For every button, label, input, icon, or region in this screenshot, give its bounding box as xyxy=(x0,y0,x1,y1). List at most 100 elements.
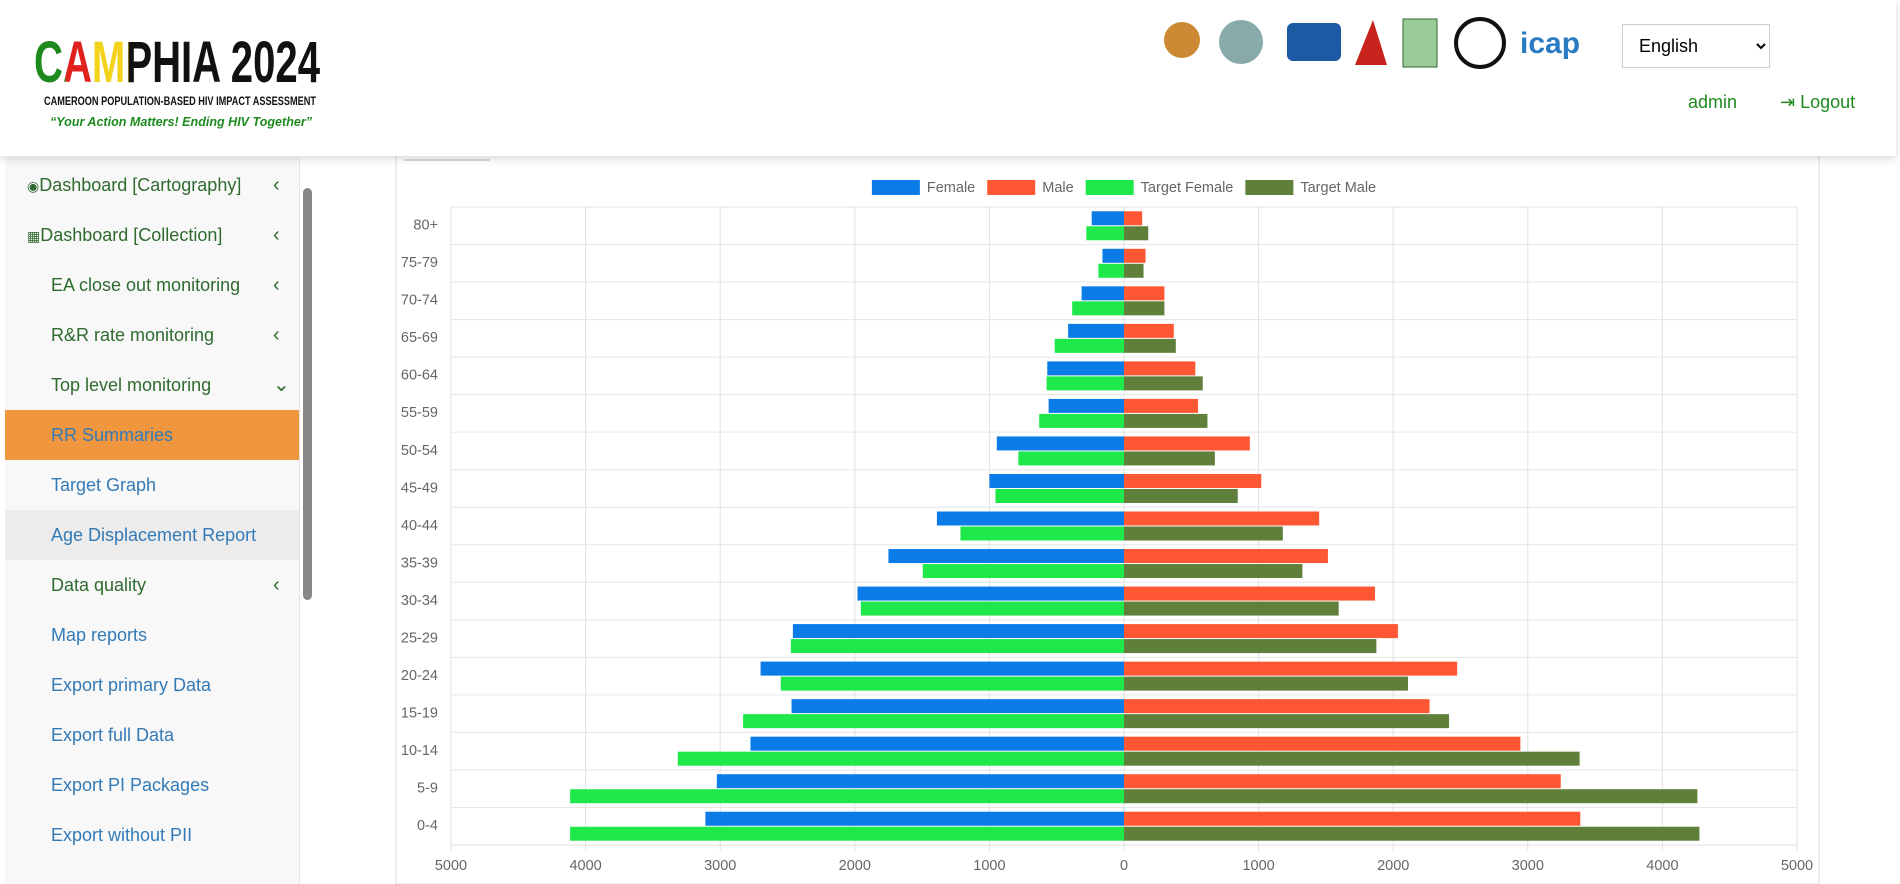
bar xyxy=(960,526,1124,541)
x-tick-label: 4000 xyxy=(1646,858,1678,874)
bar xyxy=(1124,601,1339,616)
nav-item[interactable]: Top level monitoring ⌄ xyxy=(5,360,299,410)
nav-label[interactable]: Export PI Packages xyxy=(51,775,210,795)
language-select[interactable]: English xyxy=(1622,24,1770,68)
x-tick-label: 4000 xyxy=(569,858,601,874)
bar xyxy=(1047,361,1124,376)
y-tick-label: 45-49 xyxy=(401,480,438,496)
nav-label[interactable]: Export primary Data xyxy=(51,675,212,695)
legend-swatch xyxy=(871,180,920,195)
y-tick-label: 55-59 xyxy=(401,405,438,421)
bar xyxy=(1124,248,1146,263)
logo: CAMPHIA 2024 CAMEROON POPULATION-BASED H… xyxy=(34,30,320,129)
bar xyxy=(936,511,1124,526)
y-tick-label: 15-19 xyxy=(401,705,438,721)
nav-chevron: ‹ xyxy=(273,274,280,296)
nav-label[interactable]: Target Graph xyxy=(51,475,157,495)
logo-icon xyxy=(1287,23,1341,61)
nav-item[interactable]: Export full Data xyxy=(5,710,299,760)
bar xyxy=(1068,323,1124,338)
x-tick-label: 1000 xyxy=(1242,858,1274,874)
nav-label[interactable]: Data quality xyxy=(51,575,147,595)
bar xyxy=(1124,226,1149,241)
logo-icon: icap xyxy=(1520,27,1580,60)
nav-chevron: ‹ xyxy=(273,574,280,596)
y-tick-label: 30-34 xyxy=(401,593,438,609)
nav-chevron: ‹ xyxy=(273,224,280,246)
bar xyxy=(1091,211,1124,226)
bar xyxy=(1124,549,1328,564)
bar xyxy=(1124,436,1250,451)
x-tick-label: 5000 xyxy=(435,858,467,874)
nav-label[interactable]: Export full Data xyxy=(51,725,175,745)
bar xyxy=(1124,376,1203,391)
nav-label[interactable]: Map reports xyxy=(51,625,148,645)
bar xyxy=(1124,774,1561,789)
nav-item[interactable]: EA close out monitoring ‹ xyxy=(5,260,299,310)
nav-chevron: ‹ xyxy=(273,324,280,346)
legend-label: Female xyxy=(927,180,975,196)
logo-subtitle: CAMEROON POPULATION-BASED HIV IMPACT ASS… xyxy=(44,96,316,108)
bar xyxy=(1124,473,1262,488)
bar xyxy=(1124,564,1303,579)
nav-label[interactable]: EA close out monitoring xyxy=(51,275,241,295)
nav-item[interactable]: Target Graph xyxy=(5,460,299,510)
nav-label[interactable]: RR Summaries xyxy=(51,425,174,445)
nav-label[interactable]: Dashboard [Cartography] xyxy=(39,175,242,195)
bar xyxy=(1124,699,1430,714)
scrollbar xyxy=(303,188,312,600)
header: CAMPHIA 2024 CAMEROON POPULATION-BASED H… xyxy=(0,0,1896,156)
logo-icon xyxy=(1355,20,1387,65)
logout-text[interactable]: Logout xyxy=(1800,92,1856,112)
x-tick-label: 3000 xyxy=(1512,858,1544,874)
bar xyxy=(1124,714,1450,729)
nav-item[interactable]: Data quality ‹ xyxy=(5,560,299,610)
nav-item[interactable]: Export primary Data xyxy=(5,660,299,710)
nav-item[interactable]: Export PI Packages xyxy=(5,760,299,810)
legend-swatch xyxy=(1085,180,1134,195)
bar xyxy=(1124,338,1176,353)
nav-label[interactable]: Top level monitoring xyxy=(51,375,212,395)
nav-icon: ◉ xyxy=(27,178,40,194)
bar xyxy=(1124,811,1581,826)
nav-item[interactable]: Export without PII xyxy=(5,810,299,860)
nav-item[interactable]: Map reports xyxy=(5,610,299,660)
nav-label[interactable]: Dashboard [Collection] xyxy=(40,225,223,245)
logout-link[interactable]: ⇥ Logout xyxy=(1780,92,1856,112)
nav-chevron: ⌄ xyxy=(273,374,290,396)
bar xyxy=(1124,624,1398,639)
bar xyxy=(780,676,1124,691)
bar xyxy=(1072,301,1124,316)
partner-logos: icap xyxy=(1164,17,1580,69)
legend-label: Target Female xyxy=(1141,180,1234,196)
bar xyxy=(1054,338,1124,353)
nav-item[interactable]: R&R rate monitoring ‹ xyxy=(5,310,299,360)
bar xyxy=(792,624,1124,639)
nav-label[interactable]: R&R rate monitoring xyxy=(51,325,215,345)
bar xyxy=(1048,398,1124,413)
nav-item[interactable]: ◉Dashboard [Cartography] ‹ xyxy=(5,160,299,210)
user-link[interactable]: admin xyxy=(1688,92,1738,112)
bar xyxy=(1124,789,1698,804)
legend-label: Target Male xyxy=(1300,180,1376,196)
nav-item[interactable]: Age Displacement Report xyxy=(5,510,299,560)
nav-label[interactable]: Export without PII xyxy=(51,825,193,845)
x-tick-label: 5000 xyxy=(1781,858,1813,874)
legend-swatch xyxy=(1245,180,1294,195)
bar xyxy=(570,826,1124,841)
legend-swatch xyxy=(987,180,1036,195)
x-tick-label: 2000 xyxy=(839,858,871,874)
bar xyxy=(1124,661,1458,676)
nav-item[interactable]: RR Summaries xyxy=(5,410,299,460)
bar xyxy=(1018,451,1124,466)
x-tick-label: 3000 xyxy=(704,858,736,874)
y-tick-label: 10-14 xyxy=(401,743,438,759)
nav-item[interactable]: ▦Dashboard [Collection] ‹ xyxy=(5,210,299,260)
bar xyxy=(1124,751,1580,766)
bar xyxy=(922,564,1124,579)
bar xyxy=(1124,451,1215,466)
nav-label[interactable]: Age Displacement Report xyxy=(51,525,257,545)
y-tick-label: 70-74 xyxy=(401,293,438,309)
